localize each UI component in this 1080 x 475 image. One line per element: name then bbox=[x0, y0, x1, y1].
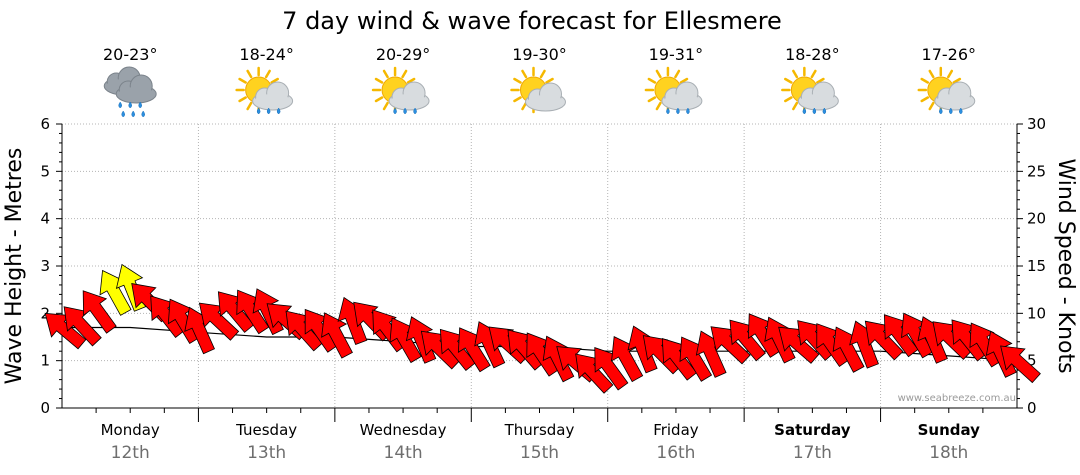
date-label: 14th bbox=[384, 443, 423, 463]
rain-icon bbox=[103, 66, 157, 118]
left-tick-label: 5 bbox=[40, 162, 50, 180]
left-tick-label: 1 bbox=[40, 352, 50, 370]
day-label: Friday bbox=[653, 421, 699, 439]
day-temperature: 19-31° bbox=[649, 45, 704, 64]
left-axis: 0123456 bbox=[40, 115, 63, 417]
day-temperature: 17-26° bbox=[922, 45, 977, 64]
wind-arrow bbox=[44, 312, 87, 350]
wind-arrow bbox=[864, 320, 904, 361]
date-label: 12th bbox=[111, 443, 150, 463]
x-axis: Monday 12th Tuesday 13th Wednesday 14th Thursd… bbox=[62, 407, 1017, 463]
left-axis-title: Wave Height - Metres bbox=[2, 148, 27, 385]
wind-arrow bbox=[389, 317, 422, 364]
date-label: 18th bbox=[929, 443, 968, 463]
wind-series bbox=[44, 263, 1041, 394]
left-tick-label: 4 bbox=[40, 210, 50, 228]
wind-arrow bbox=[321, 312, 353, 359]
day-label: Monday bbox=[101, 421, 160, 439]
day-label: Thursday bbox=[504, 421, 575, 439]
day-label: Tuesday bbox=[235, 421, 297, 439]
wind-arrow bbox=[679, 336, 713, 382]
day-temperature: 18-24° bbox=[239, 45, 294, 64]
sun-cloud-rain-icon bbox=[781, 66, 839, 115]
day-temperature: 19-30° bbox=[512, 45, 567, 64]
right-tick-label: 15 bbox=[1027, 257, 1046, 275]
date-label: 13th bbox=[247, 443, 286, 463]
wind-arrow bbox=[729, 319, 766, 362]
right-tick-label: 0 bbox=[1027, 399, 1037, 417]
chart-title: 7 day wind & wave forecast for Ellesmere bbox=[282, 7, 782, 35]
right-tick-label: 10 bbox=[1027, 304, 1046, 322]
watermark: www.seabreeze.com.au bbox=[898, 393, 1016, 404]
wind-arrow bbox=[575, 353, 614, 394]
wind-arrow bbox=[82, 290, 117, 334]
sun-cloud-icon bbox=[510, 66, 566, 114]
wind-arrow bbox=[457, 327, 491, 373]
wind-arrow bbox=[198, 302, 240, 341]
sun-cloud-rain-icon bbox=[235, 66, 294, 115]
wind-arrow bbox=[611, 336, 644, 383]
left-tick-label: 6 bbox=[40, 115, 50, 133]
wind-arrow bbox=[63, 306, 102, 347]
weather-icon-row bbox=[103, 66, 976, 118]
right-tick-label: 30 bbox=[1027, 115, 1046, 133]
day-temperature: 18-28° bbox=[785, 45, 840, 64]
left-tick-label: 3 bbox=[40, 257, 50, 275]
date-label: 16th bbox=[656, 443, 695, 463]
left-tick-label: 0 bbox=[40, 399, 50, 417]
day-temperature: 20-23° bbox=[103, 45, 158, 64]
sun-cloud-rain-icon bbox=[644, 66, 703, 115]
wind-arrow bbox=[710, 326, 751, 365]
day-temperature: 20-29° bbox=[376, 45, 431, 64]
sun-cloud-rain-icon bbox=[371, 66, 430, 115]
wind-arrow bbox=[778, 326, 820, 364]
wind-arrow bbox=[1000, 345, 1041, 384]
right-tick-label: 5 bbox=[1027, 352, 1037, 370]
right-axis-title: Wind Speed - Knots bbox=[1053, 158, 1078, 373]
day-label: Sunday bbox=[918, 421, 981, 439]
right-tick-label: 25 bbox=[1027, 162, 1046, 180]
sun-cloud-rain-icon bbox=[917, 66, 976, 115]
date-label: 17th bbox=[793, 443, 832, 463]
day-label: Wednesday bbox=[360, 421, 447, 439]
right-tick-label: 20 bbox=[1027, 210, 1046, 228]
wind-arrow bbox=[236, 289, 270, 335]
date-label: 15th bbox=[520, 443, 559, 463]
day-label: Saturday bbox=[774, 421, 851, 439]
temperature-row: 20-23° 18-24° 20-29° 19-30° 19-31° 18-28° 17-2… bbox=[103, 45, 976, 64]
wind-arrow bbox=[594, 347, 629, 391]
